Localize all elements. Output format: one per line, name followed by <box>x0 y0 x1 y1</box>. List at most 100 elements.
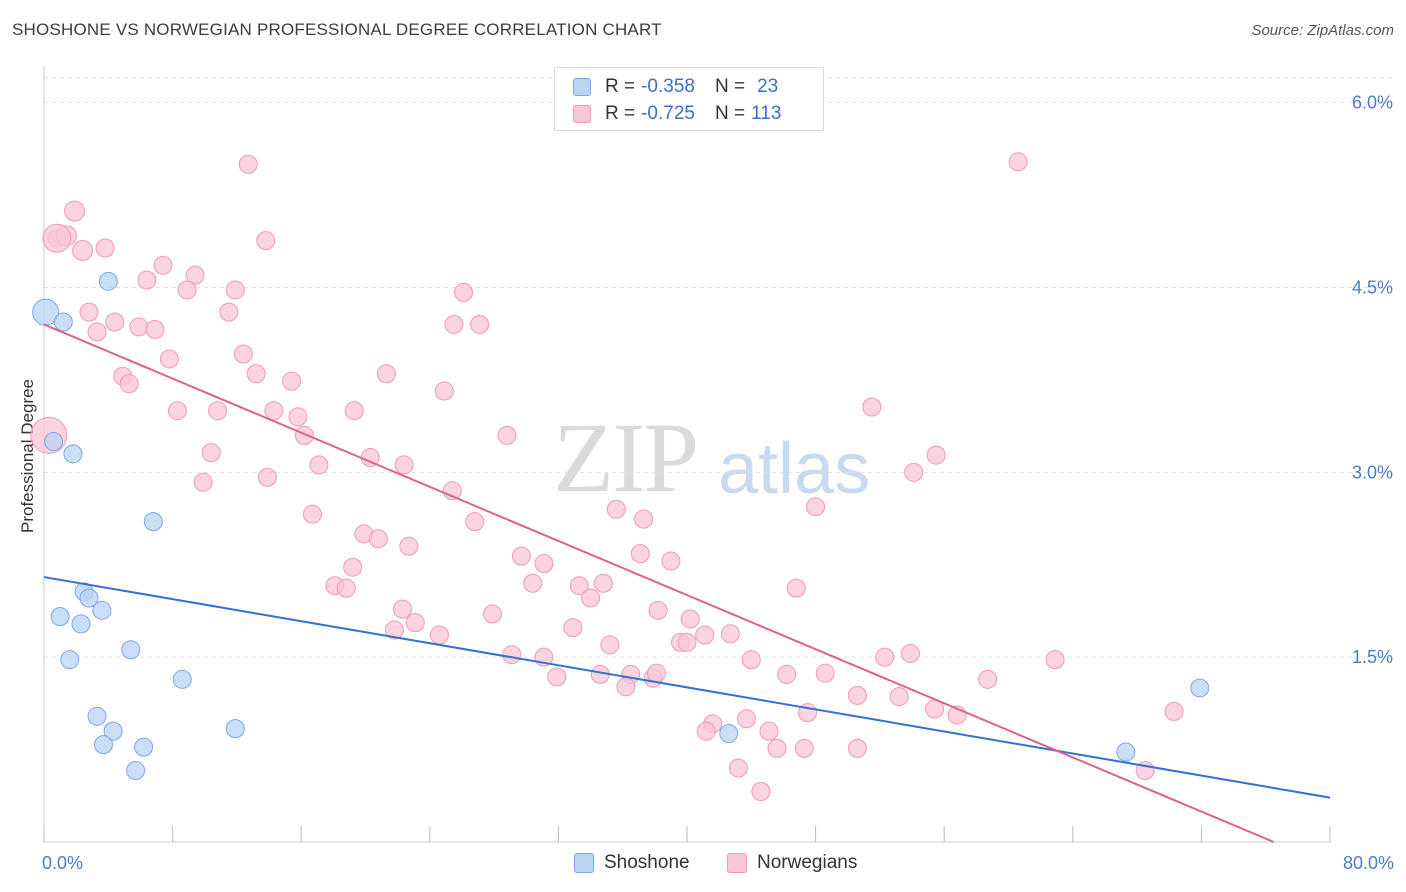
norwegians-point <box>145 319 165 339</box>
legend-swatch-norwegians <box>573 105 591 123</box>
norwegians-point <box>454 282 474 302</box>
norwegians-point <box>777 664 797 684</box>
norwegians-point <box>465 512 485 532</box>
norwegians-point <box>1164 701 1184 721</box>
norwegians-point <box>434 381 454 401</box>
norwegians-point <box>794 738 814 758</box>
norwegians-point <box>282 371 302 391</box>
watermark-atlas: atlas <box>718 429 871 509</box>
norwegians-point <box>741 650 761 670</box>
norwegians-point <box>399 536 419 556</box>
norwegians-point <box>208 401 228 421</box>
tick-labels: 1.5% 3.0% 4.5% 6.0% 0.0% 80.0% <box>42 93 1394 873</box>
norwegians-point <box>368 529 388 549</box>
norwegians-point <box>376 364 396 384</box>
norwegians-point <box>634 509 654 529</box>
shoshone-point <box>1190 678 1210 698</box>
norwegians-point <box>219 302 239 322</box>
norwegians-point <box>720 624 740 644</box>
norwegians-point <box>847 685 867 705</box>
norwegians-point <box>646 663 666 683</box>
norwegians-point <box>759 721 779 741</box>
shoshone-point <box>87 706 107 726</box>
norwegians-point <box>185 265 205 285</box>
norwegians-point <box>581 588 601 608</box>
shoshone-point <box>44 432 64 452</box>
norwegians-point <box>680 609 700 629</box>
legend-item-norwegians[interactable]: Norwegians <box>727 852 857 874</box>
norwegians-point <box>696 721 716 741</box>
norwegians-point <box>978 669 998 689</box>
legend-n-value: 23 <box>757 76 779 97</box>
norwegians-point <box>177 280 197 300</box>
norwegians-point <box>64 200 86 222</box>
legend-row-shoshone: R = -0.358 N = 23 <box>573 76 778 98</box>
norwegians-point <box>336 578 356 598</box>
x-tick-label: 80.0% <box>1343 853 1394 873</box>
norwegians-point <box>630 544 650 564</box>
norwegians-point <box>167 401 187 421</box>
norwegians-point <box>806 497 826 517</box>
norwegians-point <box>600 635 620 655</box>
norwegians-point <box>889 687 909 707</box>
norwegians-point <box>87 322 107 342</box>
norwegians-point <box>193 472 213 492</box>
norwegians-point <box>444 314 464 334</box>
legend-swatch-shoshone <box>573 78 591 96</box>
norwegians-point <box>904 462 924 482</box>
norwegians-point <box>288 407 308 427</box>
norwegians-point <box>405 613 425 633</box>
norwegians-point <box>225 280 245 300</box>
norwegians-point <box>569 576 589 596</box>
legend-r-value: -0.358 <box>641 76 695 97</box>
norwegians-point <box>534 554 554 574</box>
stats-legend: R = -0.358 N = 23 R = -0.725 N = 113 <box>554 67 824 131</box>
norwegians-point <box>593 573 613 593</box>
norwegians-point <box>900 643 920 663</box>
shoshone-point <box>98 271 118 291</box>
norwegians-point <box>344 401 364 421</box>
series-legend: Shoshone Norwegians <box>0 852 1406 876</box>
norwegians-point <box>238 154 258 174</box>
shoshone-point <box>225 719 245 739</box>
norwegians-point <box>482 604 502 624</box>
norwegians-point <box>429 625 449 645</box>
axes <box>43 66 1331 843</box>
norwegians-point <box>42 223 72 253</box>
norwegians-point <box>523 573 543 593</box>
norwegians-point <box>384 620 404 640</box>
norwegians-point <box>563 618 583 638</box>
legend-row-norwegians: R = -0.725 N = 113 <box>573 103 781 125</box>
shoshone-trend-line <box>43 576 1331 799</box>
shoshone-point <box>71 614 91 634</box>
norwegians-point <box>547 667 567 687</box>
legend-n-value: 113 <box>751 103 782 124</box>
norwegians-point <box>153 255 173 275</box>
data-points <box>30 152 1210 801</box>
norwegians-point <box>728 758 748 778</box>
norwegians-point <box>394 455 414 475</box>
norwegians-point <box>862 397 882 417</box>
legend-r-label: R = <box>605 103 636 124</box>
norwegians-trend-line <box>43 323 1275 843</box>
y-tick-label: 3.0% <box>1352 462 1393 482</box>
legend-item-shoshone[interactable]: Shoshone <box>574 852 690 874</box>
norwegians-point <box>736 709 756 729</box>
norwegians-point <box>1045 650 1065 670</box>
watermark-zip: ZIP <box>553 402 699 513</box>
norwegians-point <box>392 599 412 619</box>
norwegians-point <box>343 557 363 577</box>
shoshone-point <box>63 444 83 464</box>
norwegians-point <box>129 317 149 337</box>
legend-swatch-shoshone <box>574 853 594 873</box>
x-tick-label: 0.0% <box>42 853 83 873</box>
legend-label-norwegians: Norwegians <box>757 852 858 873</box>
shoshone-point <box>143 512 163 532</box>
legend-swatch-norwegians <box>727 853 747 873</box>
norwegians-point <box>105 312 125 332</box>
norwegians-point <box>926 445 946 465</box>
norwegians-point <box>767 738 787 758</box>
norwegians-point <box>201 443 221 463</box>
legend-n-label: N = <box>714 76 746 97</box>
